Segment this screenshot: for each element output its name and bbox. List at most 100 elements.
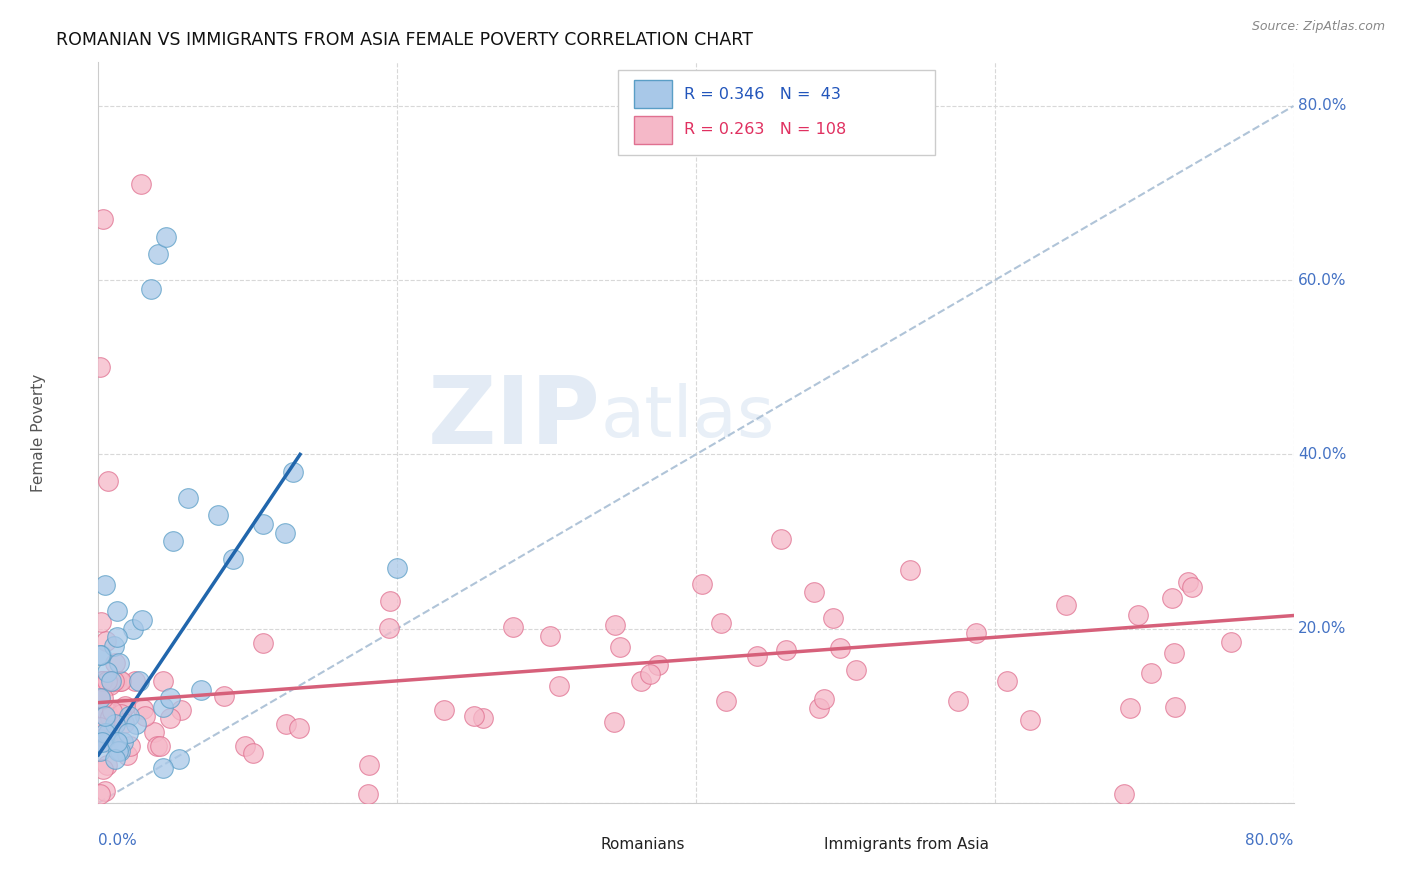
Point [647,657,669,672]
Point [100,704,122,718]
Point [124,673,146,688]
Point [1118,701,1140,715]
Point [769,533,792,547]
Point [1220,634,1243,648]
Point [101,673,124,688]
Point [93,673,115,688]
Point [104,656,127,670]
Point [1164,700,1187,714]
Point [1160,591,1182,606]
Point [177,491,200,505]
Point [1163,646,1185,660]
Point [152,673,174,688]
Point [118,708,141,723]
Point [630,673,652,688]
Point [89,690,111,705]
Point [190,682,212,697]
Point [112,735,135,749]
Point [89,720,111,734]
Point [380,594,402,608]
Point [252,517,274,532]
Point [716,694,738,708]
Point [97,673,120,688]
FancyBboxPatch shape [553,832,591,856]
Point [104,752,127,766]
Point [117,726,139,740]
Text: R = 0.346   N =  43: R = 0.346 N = 43 [685,87,841,102]
Point [89,360,111,375]
Point [96,673,118,688]
Point [89,728,111,742]
Point [90,648,112,662]
Point [132,702,155,716]
Point [104,673,127,688]
Text: Romanians: Romanians [600,837,685,852]
Point [120,739,142,753]
Point [91,691,114,706]
Point [152,700,174,714]
Point [242,746,264,760]
Text: atlas: atlas [600,384,775,452]
Point [152,761,174,775]
Point [94,634,117,648]
Point [107,743,129,757]
FancyBboxPatch shape [634,80,672,108]
Point [145,739,167,753]
Point [281,465,304,479]
Point [128,673,150,688]
Point [385,560,409,574]
Point [159,711,181,725]
Point [155,229,177,244]
Point [808,701,831,715]
Point [91,735,114,749]
Point [1054,599,1077,613]
Point [94,680,117,694]
FancyBboxPatch shape [773,832,811,856]
Point [122,622,145,636]
Point [472,711,495,725]
Point [803,584,825,599]
Point [98,709,121,723]
Point [828,641,851,656]
Point [276,717,298,731]
Point [98,678,121,692]
Point [103,639,125,653]
Point [222,552,245,566]
Point [131,613,153,627]
Point [91,763,114,777]
Point [288,721,311,735]
Point [115,748,138,763]
Point [89,787,111,801]
Point [1181,580,1204,594]
Point [948,694,970,708]
Point [609,640,631,654]
Point [94,578,117,592]
Point [995,673,1018,688]
Point [845,663,868,677]
Point [167,752,190,766]
Point [690,577,713,591]
Point [93,716,115,731]
Point [103,673,125,688]
Point [233,739,256,753]
Text: 40.0%: 40.0% [1298,447,1347,462]
Point [207,508,229,523]
Text: 60.0%: 60.0% [1298,273,1347,288]
Point [89,743,111,757]
Point [129,178,152,192]
Point [90,673,112,688]
Point [90,673,112,688]
Point [170,703,193,717]
Point [89,689,111,703]
Point [605,618,627,632]
Point [745,649,768,664]
Point [710,615,733,630]
Point [433,702,456,716]
Point [100,673,122,688]
Text: Female Poverty: Female Poverty [31,374,46,491]
Text: 80.0%: 80.0% [1246,833,1294,848]
Point [89,648,111,662]
Point [89,701,111,715]
Text: 80.0%: 80.0% [1298,98,1347,113]
Point [97,726,120,740]
